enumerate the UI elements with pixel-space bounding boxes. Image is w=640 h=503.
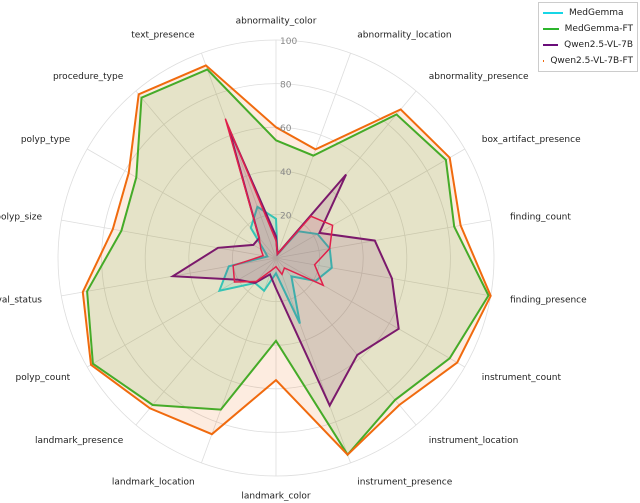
category-label: abnormality_location bbox=[357, 31, 451, 41]
grid-spoke bbox=[275, 257, 417, 426]
r-tick-label: 20 bbox=[280, 211, 292, 221]
series-qwen2-5-vl-7b bbox=[169, 126, 400, 408]
grid-spoke bbox=[275, 257, 491, 297]
legend-swatch bbox=[543, 44, 559, 46]
category-label: landmark_color bbox=[241, 492, 311, 502]
legend-label: MedGemma bbox=[569, 8, 624, 18]
category-label: finding_presence bbox=[510, 295, 587, 305]
category-label: polyp_count bbox=[16, 373, 71, 383]
category-label: polyp_type bbox=[21, 135, 71, 145]
series-extra-line bbox=[224, 118, 334, 287]
legend-item: MedGemma-FT bbox=[543, 21, 633, 37]
category-label: procedure_type bbox=[53, 72, 124, 82]
grid-spoke bbox=[87, 257, 277, 368]
category-label: abnormality_color bbox=[236, 16, 317, 26]
grid-spoke bbox=[201, 53, 277, 259]
grid-spoke bbox=[275, 257, 465, 368]
series-medgemma bbox=[217, 205, 333, 325]
r-tick-label: 40 bbox=[280, 168, 292, 178]
category-label: landmark_presence bbox=[35, 436, 124, 446]
series-qwen2-5-vl-7b-ft bbox=[81, 64, 492, 457]
legend-label: Qwen2.5-VL-7B bbox=[564, 40, 633, 50]
r-tick-label: 60 bbox=[280, 124, 292, 134]
category-label: polyp_size bbox=[0, 213, 42, 223]
legend-swatch bbox=[543, 12, 563, 14]
category-label: polyp_removal_status bbox=[0, 295, 42, 305]
r-tick-label: 100 bbox=[280, 37, 297, 47]
grid-spoke bbox=[201, 257, 277, 463]
legend-label: MedGemma-FT bbox=[564, 24, 633, 34]
category-label: text_presence bbox=[131, 31, 195, 41]
grid-spoke bbox=[135, 257, 277, 426]
grid-spoke bbox=[275, 257, 351, 463]
category-label: finding_count bbox=[510, 213, 571, 223]
grid-spoke bbox=[61, 219, 277, 259]
legend-item: Qwen2.5-VL-7B bbox=[543, 37, 633, 53]
series-medgemma-ft bbox=[86, 68, 490, 457]
category-label: landmark_location bbox=[112, 477, 195, 487]
legend-item: MedGemma bbox=[543, 5, 633, 21]
category-label: instrument_location bbox=[429, 436, 519, 446]
category-label: instrument_presence bbox=[357, 477, 452, 487]
r-tick-label: 80 bbox=[280, 81, 292, 91]
legend: MedGemma MedGemma-FT Qwen2.5-VL-7B Qwen2.5-… bbox=[538, 2, 638, 72]
category-label: box_artifact_presence bbox=[482, 135, 581, 145]
legend-item: Qwen2.5-VL-7B-FT bbox=[543, 53, 633, 69]
category-label: abnormality_presence bbox=[429, 72, 529, 82]
legend-label: Qwen2.5-VL-7B-FT bbox=[550, 56, 633, 66]
category-label: instrument_count bbox=[482, 373, 562, 383]
legend-swatch bbox=[543, 28, 559, 30]
grid-spoke bbox=[87, 148, 277, 259]
legend-swatch bbox=[543, 60, 545, 62]
grid-spoke bbox=[275, 148, 465, 259]
